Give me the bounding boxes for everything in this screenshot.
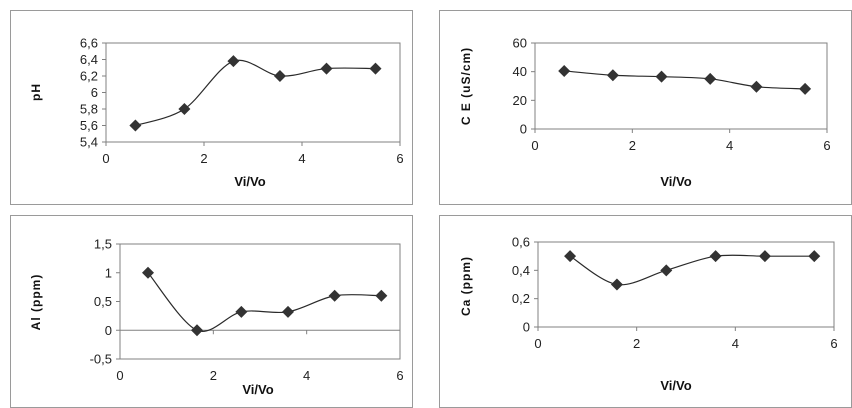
y-tick-label-al: 1,5 [94, 237, 112, 252]
plot-area-ce [534, 42, 828, 130]
data-point-ce [655, 70, 668, 83]
y-tick-label-al: 0,5 [94, 294, 112, 309]
data-point-al [328, 289, 341, 302]
x-tick-label-ce: 0 [531, 138, 538, 153]
data-point-al [235, 305, 248, 318]
plot-area-al [119, 243, 401, 360]
data-point-ca [709, 250, 722, 263]
data-point-ph [320, 62, 333, 75]
y-tick-label-ca: 0,6 [512, 235, 530, 250]
y-axis-label-al: Al (ppm) [29, 274, 43, 331]
data-point-al [142, 266, 154, 279]
plot-area-ca [537, 241, 835, 328]
y-tick-label-ph: 5,8 [80, 102, 98, 117]
x-axis-label-ph: Vi/Vo [234, 174, 265, 189]
y-tick-label-al: -0,5 [90, 352, 112, 367]
data-point-al [282, 305, 294, 318]
data-point-al [375, 289, 388, 302]
data-point-ce [799, 82, 812, 95]
y-tick-label-ce: 0 [520, 122, 527, 137]
x-tick-label-ca: 2 [633, 336, 640, 351]
y-tick-label-ce: 40 [513, 64, 527, 79]
series-line-ca [569, 254, 815, 286]
data-point-ca [610, 278, 623, 291]
x-tick-label-ph: 2 [200, 151, 207, 166]
x-tick-label-ph: 6 [396, 151, 403, 166]
x-axis-label-ce: Vi/Vo [660, 174, 691, 189]
x-tick-label-ca: 6 [830, 336, 837, 351]
y-tick-label-ph: 6,2 [80, 69, 98, 84]
y-tick-label-ph: 6 [91, 85, 98, 100]
data-point-ce [750, 80, 763, 93]
chart-panel-ca [439, 215, 852, 408]
x-tick-label-ph: 4 [298, 151, 305, 166]
data-point-ph [273, 70, 286, 82]
x-tick-label-al: 4 [303, 368, 310, 383]
data-point-ph [178, 103, 191, 115]
data-point-ca [564, 250, 577, 263]
x-tick-label-al: 0 [116, 368, 123, 383]
x-tick-label-ce: 4 [726, 138, 733, 153]
series-line-ph [135, 59, 376, 127]
y-tick-label-ph: 5,6 [80, 118, 98, 133]
y-axis-label-ph: pH [29, 83, 43, 101]
y-axis-label-ce: C E (uS/cm) [459, 47, 473, 125]
y-tick-label-ce: 20 [513, 93, 527, 108]
y-tick-label-al: 1 [105, 265, 112, 280]
y-tick-label-ph: 6,4 [80, 52, 98, 67]
series-line-al [147, 272, 382, 332]
x-axis-label-ca: Vi/Vo [660, 378, 691, 393]
data-point-ce [558, 64, 571, 77]
data-point-al [191, 324, 203, 337]
data-point-ca [808, 250, 821, 263]
plot-area-ph [105, 42, 401, 143]
x-tick-label-ca: 4 [732, 336, 739, 351]
data-point-ph [227, 55, 240, 68]
y-tick-label-ce: 60 [513, 36, 527, 51]
y-tick-label-ca: 0,2 [512, 291, 530, 306]
data-point-ce [704, 72, 717, 85]
x-tick-label-al: 2 [210, 368, 217, 383]
x-tick-label-ca: 0 [534, 336, 541, 351]
data-point-ca [758, 250, 771, 263]
y-axis-label-ca: Ca (ppm) [459, 256, 473, 316]
data-point-ph [129, 119, 142, 132]
x-tick-label-ce: 6 [823, 138, 830, 153]
y-tick-label-ca: 0,4 [512, 263, 530, 278]
series-line-ce [564, 70, 806, 90]
y-tick-label-ca: 0 [523, 320, 530, 335]
x-tick-label-al: 6 [396, 368, 403, 383]
x-tick-label-ce: 2 [629, 138, 636, 153]
x-axis-label-al: Vi/Vo [242, 382, 273, 397]
y-tick-label-ph: 5,4 [80, 135, 98, 150]
data-point-ca [660, 264, 673, 277]
y-tick-label-al: 0 [105, 323, 112, 338]
x-tick-label-ph: 0 [102, 151, 109, 166]
data-point-ph [369, 62, 382, 75]
y-tick-label-ph: 6,6 [80, 36, 98, 51]
data-point-ce [606, 69, 619, 82]
